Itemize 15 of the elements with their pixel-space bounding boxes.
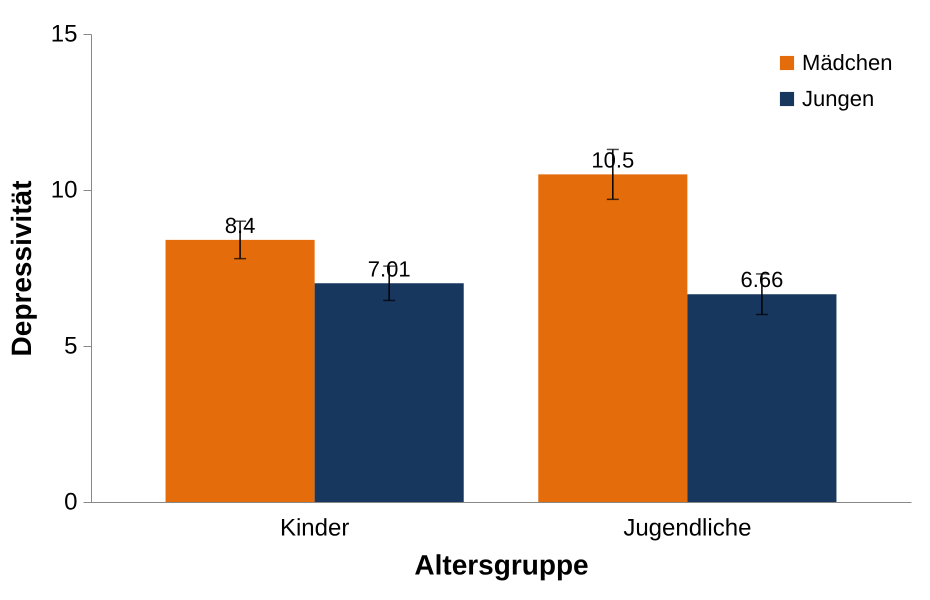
bar: [166, 240, 315, 502]
bar: [314, 283, 464, 502]
y-tick-label: 10: [50, 176, 78, 204]
data-label: 7.01: [368, 256, 411, 282]
y-axis-title: Depressivität: [6, 180, 37, 356]
y-tick-label: 0: [64, 488, 78, 516]
legend-label: Mädchen: [802, 50, 893, 75]
y-tick-label: 5: [64, 332, 78, 360]
legend-label: Jungen: [802, 86, 874, 111]
y-tick-label: 15: [50, 20, 78, 48]
bar: [538, 174, 688, 502]
x-axis-title: Altersgruppe: [414, 550, 589, 580]
bar: [687, 294, 836, 502]
x-tick-label: Kinder: [280, 514, 350, 542]
x-tick-label: Jugendliche: [623, 514, 752, 542]
